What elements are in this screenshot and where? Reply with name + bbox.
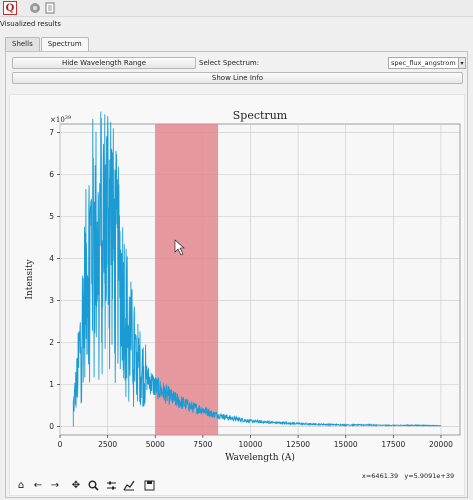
edit-axes-svg <box>123 480 135 490</box>
x-tick-label: 7500 <box>193 440 212 449</box>
chart-title: Spectrum <box>233 109 288 122</box>
x-tick-label: 17500 <box>381 440 405 449</box>
y-tick-label: 7 <box>49 128 54 137</box>
save-icon-svg <box>144 480 154 490</box>
plot-canvas[interactable]: 0 2500 5000 7500 10000 12500 15000 17500 20000 0 1… <box>9 94 465 496</box>
home-icon[interactable]: ⌂ <box>17 479 25 491</box>
y-readout: y=5.9091e+39 <box>404 472 455 480</box>
y-axis-multiplier-exponent: 39 <box>65 115 71 121</box>
y-tick-label: 2 <box>49 338 54 347</box>
x-tick-label: 0 <box>58 440 63 449</box>
spectrum-panel: Hide Wavelength Range Select Spectrum: s… <box>5 51 468 498</box>
pan-icon[interactable]: ✥ <box>71 479 81 491</box>
tab-shells[interactable]: Shells <box>5 37 40 51</box>
zoom-icon-svg <box>88 480 99 491</box>
cursor-coordinates: x=6461.39 y=5.9091e+39 <box>362 472 454 480</box>
y-tick-label: 0 <box>49 422 54 431</box>
show-line-info-button[interactable]: Show Line Info <box>12 72 463 84</box>
x-tick-label: 10000 <box>239 440 263 449</box>
y-tick-label: 3 <box>49 296 54 305</box>
y-axis-multiplier-base: ×10 <box>50 116 65 124</box>
document-icon-svg <box>45 2 55 14</box>
y-tick-label: 1 <box>49 380 54 389</box>
x-tick-label: 15000 <box>334 440 358 449</box>
spectrum-series-line <box>72 111 441 427</box>
zoom-icon[interactable] <box>86 478 100 492</box>
mouse-cursor-icon <box>174 239 185 256</box>
select-spectrum-label: Select Spectrum: <box>199 59 260 67</box>
y-tick-label: 5 <box>49 212 54 221</box>
y-tick-label: 4 <box>49 254 54 263</box>
wavelength-highlight-span <box>155 124 219 435</box>
spectrum-chart[interactable]: 0 2500 5000 7500 10000 12500 15000 17500 20000 0 1… <box>10 95 466 497</box>
document-icon[interactable] <box>43 1 57 15</box>
x-tick-label: 2500 <box>98 440 117 449</box>
y-tick-label: 6 <box>49 170 54 179</box>
top-toolbar: Q <box>0 0 473 17</box>
x-tick-label: 12500 <box>286 440 310 449</box>
y-axis-label: Intensity <box>25 258 35 299</box>
window-title: Visualized results <box>0 20 61 28</box>
spectrum-select[interactable]: spec_flux_angstrom <box>388 57 461 69</box>
edit-axes-icon[interactable] <box>122 478 136 492</box>
tab-spectrum[interactable]: Spectrum <box>40 37 89 52</box>
back-icon[interactable]: ← <box>33 479 43 491</box>
x-tick-label: 20000 <box>429 440 453 449</box>
hide-wavelength-range-button[interactable]: Hide Wavelength Range <box>12 57 196 69</box>
gear-icon[interactable] <box>28 1 42 15</box>
y-axis-multiplier: ×1039 <box>50 115 71 124</box>
configure-subplots-icon[interactable] <box>104 478 118 492</box>
configure-subplots-svg <box>106 481 116 489</box>
forward-icon[interactable]: → <box>50 479 60 491</box>
x-axis-label: Wavelength (A) <box>225 452 295 463</box>
gear-icon-svg <box>30 3 40 13</box>
chevron-down-icon[interactable]: ▾ <box>458 57 466 69</box>
navigation-toolbar: ⌂ ← → ✥ <box>0 470 473 500</box>
app-logo-icon[interactable]: Q <box>3 1 17 15</box>
x-tick-label: 5000 <box>146 440 165 449</box>
tab-bar: Shells Spectrum <box>5 37 90 52</box>
app-logo-letter: Q <box>5 2 15 14</box>
x-readout: x=6461.39 <box>362 472 399 480</box>
save-icon[interactable] <box>142 478 156 492</box>
